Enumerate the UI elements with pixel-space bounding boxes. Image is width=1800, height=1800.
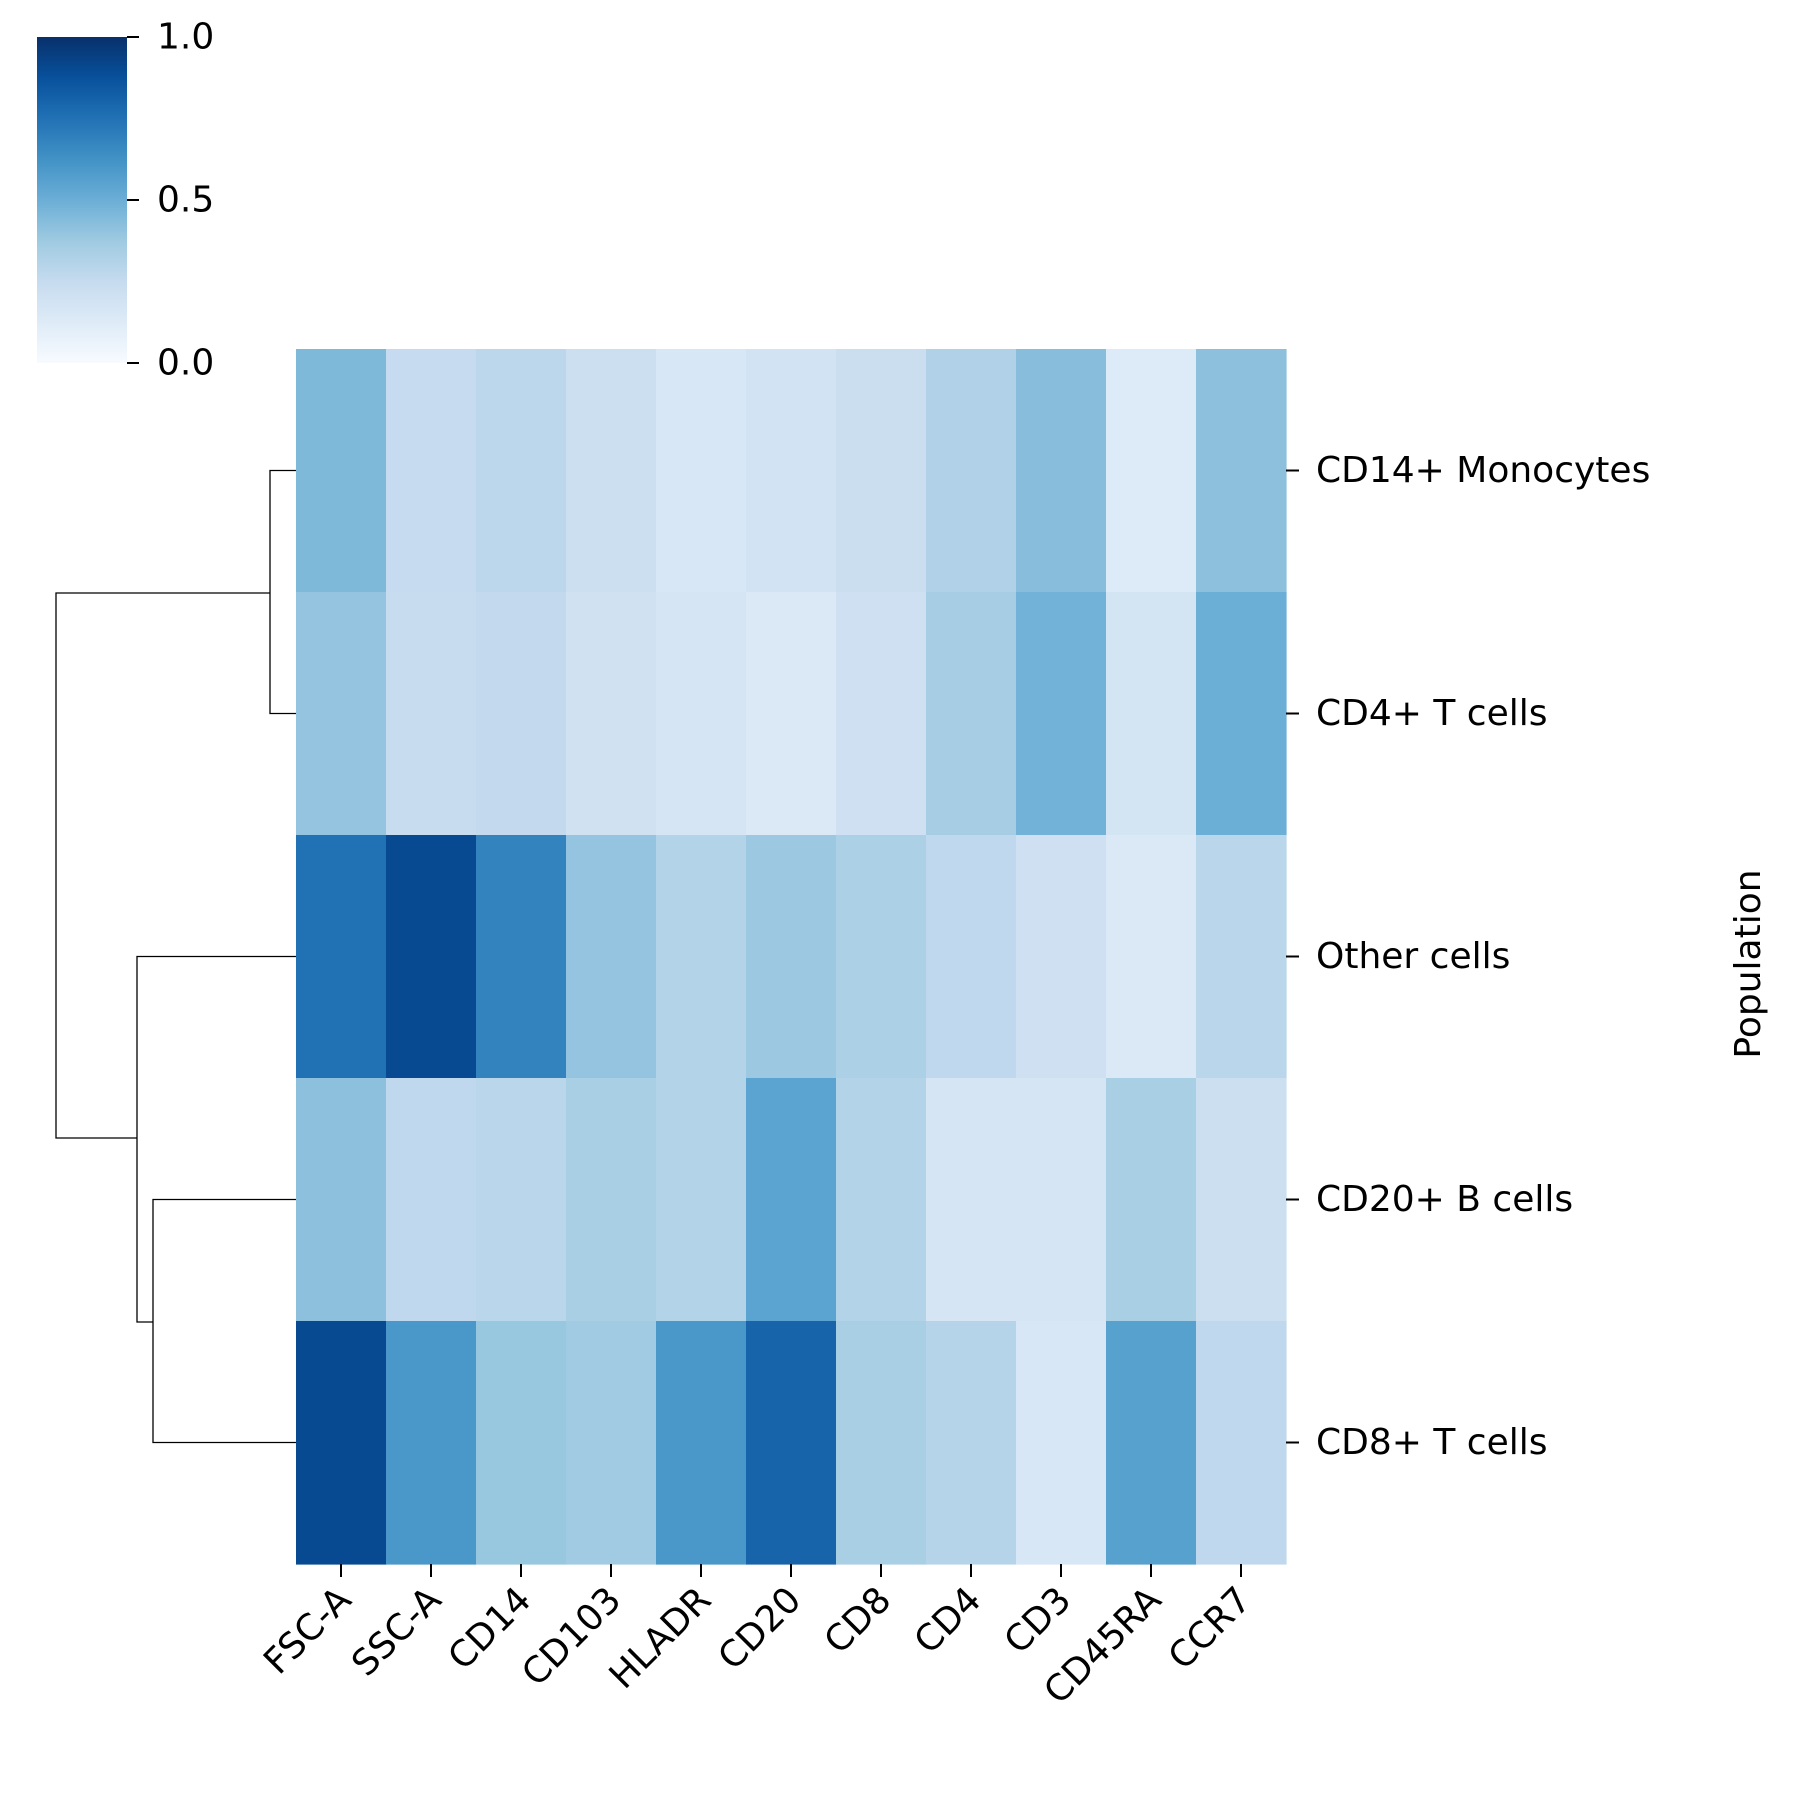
heatmap-cell-other-cells-cd14 xyxy=(476,835,567,1079)
heatmap-cell-cd14-monocytes-cd4 xyxy=(926,349,1017,593)
x-tick-label-fsc-a: FSC-A xyxy=(256,1579,359,1682)
heatmap-cell-cd20-b-cells-cd14 xyxy=(476,1078,567,1322)
heatmap-cell-cd20-b-cells-ssc-a xyxy=(386,1078,477,1322)
y-tick-label-cd20-b-cells: CD20+ B cells xyxy=(1316,1179,1573,1220)
heatmap-cell-other-cells-cd45ra xyxy=(1106,835,1197,1079)
heatmap-cell-cd4-t-cells-cd103 xyxy=(566,592,657,836)
heatmap-cell-cd8-t-cells-cd20 xyxy=(746,1321,837,1565)
dendrogram-link xyxy=(136,955,296,1323)
heatmap-cell-cd14-monocytes-cd3 xyxy=(1016,349,1107,593)
colorbar-tick-label: 0.5 xyxy=(157,180,214,221)
colorbar-tick-label: 0.0 xyxy=(157,343,214,384)
x-tick-label-ccr7: CCR7 xyxy=(1161,1579,1259,1677)
heatmap-cell-cd20-b-cells-hladr xyxy=(656,1078,747,1322)
dendrogram-link xyxy=(55,592,270,1139)
x-tick-label-cd3: CD3 xyxy=(997,1579,1080,1662)
heatmap-cell-cd8-t-cells-cd45ra xyxy=(1106,1321,1197,1565)
x-tick-label-ssc-a: SSC-A xyxy=(344,1579,449,1684)
y-tick-label-other-cells: Other cells xyxy=(1316,936,1510,977)
heatmap-cell-cd20-b-cells-fsc-a xyxy=(296,1078,387,1322)
heatmap-cell-cd8-t-cells-cd3 xyxy=(1016,1321,1107,1565)
heatmap-cell-other-cells-cd4 xyxy=(926,835,1017,1079)
heatmap-cell-cd20-b-cells-cd20 xyxy=(746,1078,837,1322)
heatmap-cell-other-cells-hladr xyxy=(656,835,747,1079)
heatmap-cell-other-cells-cd3 xyxy=(1016,835,1107,1079)
y-tick-label-cd14-monocytes: CD14+ Monocytes xyxy=(1316,450,1650,491)
heatmap-cell-cd4-t-cells-cd20 xyxy=(746,592,837,836)
heatmap-cell-cd14-monocytes-ssc-a xyxy=(386,349,477,593)
dendrogram-link xyxy=(269,469,296,715)
heatmap-cell-other-cells-cd103 xyxy=(566,835,657,1079)
heatmap-cell-cd8-t-cells-fsc-a xyxy=(296,1321,387,1565)
colorbar-tick-label: 1.0 xyxy=(157,17,214,58)
x-tick-label-cd8: CD8 xyxy=(817,1579,900,1662)
heatmap-cell-cd14-monocytes-fsc-a xyxy=(296,349,387,593)
colorbar: 0.0 0.5 1.0 xyxy=(37,17,214,384)
heatmap-cell-cd14-monocytes-cd8 xyxy=(836,349,927,593)
heatmap-cell-other-cells-ssc-a xyxy=(386,835,477,1079)
colorbar-gradient xyxy=(37,37,127,363)
heatmap-cell-cd4-t-cells-cd45ra xyxy=(1106,592,1197,836)
heatmap-cell-cd20-b-cells-cd3 xyxy=(1016,1078,1107,1322)
row-dendrogram xyxy=(55,469,296,1444)
x-tick-label-cd20: CD20 xyxy=(711,1579,810,1678)
heatmap-cell-cd20-b-cells-ccr7 xyxy=(1196,1078,1287,1322)
heatmap-cell-other-cells-ccr7 xyxy=(1196,835,1287,1079)
heatmap-cell-cd8-t-cells-cd4 xyxy=(926,1321,1017,1565)
heatmap-cell-cd14-monocytes-cd103 xyxy=(566,349,657,593)
heatmap-cell-cd4-t-cells-ccr7 xyxy=(1196,592,1287,836)
heatmap-cell-cd14-monocytes-hladr xyxy=(656,349,747,593)
heatmap-cell-cd14-monocytes-cd20 xyxy=(746,349,837,593)
heatmap-cell-cd14-monocytes-cd45ra xyxy=(1106,349,1197,593)
heatmap-cell-cd20-b-cells-cd45ra xyxy=(1106,1078,1197,1322)
heatmap-cell-cd4-t-cells-cd3 xyxy=(1016,592,1107,836)
y-axis-title: Population xyxy=(1728,869,1769,1058)
heatmap-cell-cd4-t-cells-cd8 xyxy=(836,592,927,836)
heatmap-cell-cd4-t-cells-fsc-a xyxy=(296,592,387,836)
heatmap-cell-other-cells-cd20 xyxy=(746,835,837,1079)
heatmap-cell-cd4-t-cells-cd4 xyxy=(926,592,1017,836)
heatmap-cell-cd8-t-cells-cd8 xyxy=(836,1321,927,1565)
heatmap-cell-other-cells-fsc-a xyxy=(296,835,387,1079)
x-tick-label-hladr: HLADR xyxy=(602,1579,720,1697)
heatmap-cell-cd8-t-cells-hladr xyxy=(656,1321,747,1565)
x-tick-label-cd4: CD4 xyxy=(907,1579,990,1662)
y-axis-ticks: CD14+ Monocytes CD4+ T cells Other cells CD… xyxy=(1286,450,1650,1463)
y-tick-label-cd8-t-cells: CD8+ T cells xyxy=(1316,1422,1548,1463)
heatmap-cell-cd20-b-cells-cd103 xyxy=(566,1078,657,1322)
y-tick-label-cd4-t-cells: CD4+ T cells xyxy=(1316,693,1548,734)
heatmap-cell-cd20-b-cells-cd4 xyxy=(926,1078,1017,1322)
heatmap-cell-cd20-b-cells-cd8 xyxy=(836,1078,927,1322)
heatmap-cell-cd14-monocytes-ccr7 xyxy=(1196,349,1287,593)
heatmap-cell-cd8-t-cells-cd14 xyxy=(476,1321,567,1565)
heatmap-cell-cd4-t-cells-ssc-a xyxy=(386,592,477,836)
heatmap-grid xyxy=(296,349,1287,1565)
dendrogram-link xyxy=(152,1198,296,1444)
heatmap-cell-cd8-t-cells-ssc-a xyxy=(386,1321,477,1565)
heatmap-cell-other-cells-cd8 xyxy=(836,835,927,1079)
heatmap-cell-cd8-t-cells-cd103 xyxy=(566,1321,657,1565)
heatmap-cell-cd8-t-cells-ccr7 xyxy=(1196,1321,1287,1565)
heatmap-cell-cd4-t-cells-hladr xyxy=(656,592,747,836)
heatmap-cell-cd4-t-cells-cd14 xyxy=(476,592,567,836)
heatmap-cell-cd14-monocytes-cd14 xyxy=(476,349,567,593)
